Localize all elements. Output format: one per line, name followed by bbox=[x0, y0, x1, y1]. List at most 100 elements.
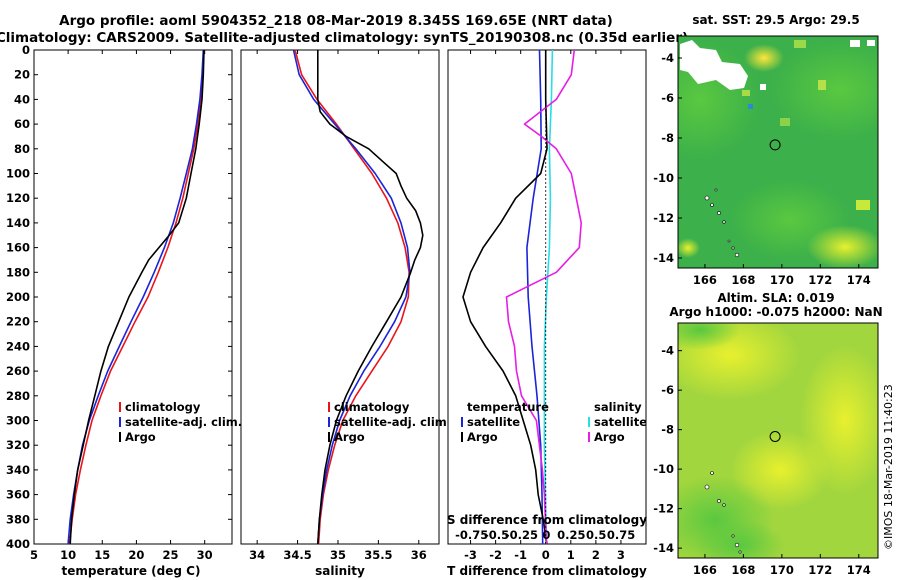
salinity-panel: 34 34.5 35 35.5 36 salinity climatology sate… bbox=[240, 49, 451, 578]
depth-tick-label: 300 bbox=[6, 414, 30, 428]
depth-tick-label: 400 bbox=[6, 537, 30, 551]
depth-tick-label: 100 bbox=[6, 167, 30, 181]
lon-tick-label: 172 bbox=[808, 273, 832, 287]
x-tick-label: 20 bbox=[128, 548, 144, 562]
legend-label-t-satellite: satellite bbox=[467, 415, 520, 429]
salinity-series bbox=[292, 49, 424, 545]
legend-label-satellite: satellite-adj. clim. bbox=[125, 415, 242, 429]
x-tick-label: 34.5 bbox=[283, 548, 311, 562]
sla-map-subtitle: Argo h1000: -0.075 h2000: NaN bbox=[669, 305, 882, 319]
sla-map-axes: 166 168 170 172 174 -4 -6 -8 -10 -12 -14 bbox=[653, 344, 871, 577]
legend-label-climatology: climatology bbox=[334, 400, 410, 414]
x-tick-label: 35.5 bbox=[364, 548, 392, 562]
s-diff-tick-label: 0.75 bbox=[607, 528, 635, 542]
x-tick-label: -3 bbox=[464, 548, 477, 562]
salinity-xlabel: salinity bbox=[315, 564, 365, 578]
legend-title-temperature: temperature bbox=[467, 400, 549, 414]
temperature-legend: climatology satellite-adj. clim. Argo bbox=[119, 400, 242, 444]
series-line-temperature-argo bbox=[462, 50, 548, 545]
x-tick-label: 36 bbox=[411, 548, 427, 562]
lat-tick-label: -8 bbox=[661, 423, 674, 437]
legend-label-argo: Argo bbox=[125, 430, 156, 444]
lon-tick-label: 168 bbox=[731, 563, 755, 577]
x-tick-label: 35 bbox=[330, 548, 346, 562]
lat-tick-label: -10 bbox=[653, 462, 674, 476]
sst-map-frame bbox=[677, 35, 879, 269]
depth-tick-label: 360 bbox=[6, 488, 30, 502]
lat-tick-label: -4 bbox=[661, 51, 674, 65]
lat-tick-label: -6 bbox=[661, 91, 674, 105]
temperature-series bbox=[67, 49, 205, 545]
lat-tick-label: -14 bbox=[653, 251, 674, 265]
lat-tick-label: -8 bbox=[661, 131, 674, 145]
sst-map: sat. SST: 29.5 Argo: 29.5 166 168 170 172 17… bbox=[653, 13, 879, 287]
sst-argo-position-marker bbox=[769, 139, 781, 151]
sla-map-frame bbox=[677, 322, 879, 559]
legend-label-s-satellite: satellite bbox=[594, 415, 647, 429]
lat-tick-label: -12 bbox=[653, 502, 674, 516]
legend-label-climatology: climatology bbox=[125, 400, 201, 414]
x-tick-label: 0 bbox=[542, 548, 550, 562]
legend-label-s-argo: Argo bbox=[594, 430, 625, 444]
lat-tick-label: -10 bbox=[653, 171, 674, 185]
sla-islands bbox=[704, 471, 742, 554]
s-difference-scale: -0.75-0.5-0.25 0 0.25 0.5 0.75 bbox=[455, 528, 635, 542]
series-line-salinity-satellite bbox=[543, 49, 554, 545]
difference-series bbox=[462, 49, 583, 545]
lat-tick-label: -4 bbox=[661, 344, 674, 358]
depth-tick-label: 260 bbox=[6, 364, 30, 378]
temperature-xlabel: temperature (deg C) bbox=[62, 564, 201, 578]
depth-tick-label: 320 bbox=[6, 438, 30, 452]
sst-islands bbox=[704, 188, 740, 258]
salinity-legend: climatology satellite-adj. clim. Argo bbox=[328, 400, 451, 444]
x-tick-label: 3 bbox=[617, 548, 625, 562]
t-difference-xlabel: T difference from climatology bbox=[447, 564, 647, 578]
depth-tick-label: 200 bbox=[6, 290, 30, 304]
x-tick-label: 2 bbox=[592, 548, 600, 562]
x-tick-label: 10 bbox=[60, 548, 76, 562]
s-diff-tick-label: -0.75 bbox=[455, 528, 488, 542]
title-line-1: Argo profile: aoml 5904352_218 08-Mar-20… bbox=[59, 13, 613, 29]
depth-tick-label: 180 bbox=[6, 265, 30, 279]
s-diff-tick-label: 0.5 bbox=[586, 528, 606, 542]
sla-map-title: Altim. SLA: 0.019 bbox=[717, 291, 834, 305]
lon-tick-label: 166 bbox=[693, 273, 717, 287]
depth-tick-label: 120 bbox=[6, 191, 30, 205]
series-line-argo bbox=[316, 50, 424, 545]
difference-panel: -3 -2 -1 0 1 2 3 T difference from climatology… bbox=[447, 49, 647, 578]
title-line-2: Climatology: CARS2009. Satellite-adjuste… bbox=[0, 30, 688, 46]
lat-tick-label: -12 bbox=[653, 211, 674, 225]
lat-tick-label: -14 bbox=[653, 541, 674, 555]
depth-tick-label: 0 bbox=[22, 43, 30, 57]
depth-tick-label: 140 bbox=[6, 216, 30, 230]
lon-tick-label: 172 bbox=[808, 563, 832, 577]
depth-tick-label: 160 bbox=[6, 241, 30, 255]
imos-credit: ©IMOS 18-Mar-2019 11:40:23 bbox=[882, 384, 895, 550]
depth-tick-label: 340 bbox=[6, 463, 30, 477]
x-tick-label: 5 bbox=[30, 548, 38, 562]
temperature-panel: 0204060801001201401601802002202402602803… bbox=[6, 43, 646, 578]
sla-map: Altim. SLA: 0.019 Argo h1000: -0.075 h20… bbox=[653, 291, 882, 577]
difference-legend-right: salinity satellite Argo bbox=[588, 400, 647, 444]
lat-tick-label: -6 bbox=[661, 383, 674, 397]
x-tick-label: -2 bbox=[489, 548, 502, 562]
series-line-climatology bbox=[68, 49, 205, 545]
x-tick-label: -1 bbox=[514, 548, 527, 562]
lon-tick-label: 170 bbox=[770, 273, 794, 287]
x-tick-label: 1 bbox=[567, 548, 575, 562]
salinity-axes bbox=[240, 49, 440, 545]
depth-tick-label: 380 bbox=[6, 512, 30, 526]
difference-legend-left: temperature satellite Argo bbox=[461, 400, 549, 444]
depth-tick-label: 280 bbox=[6, 389, 30, 403]
temperature-x-axis: 5 10 15 20 25 30 bbox=[30, 50, 213, 562]
s-diff-tick-label: -0.5 bbox=[484, 528, 509, 542]
s-difference-label: S difference from climatology bbox=[447, 513, 647, 527]
lon-tick-label: 166 bbox=[693, 563, 717, 577]
series-line-salinity-argo bbox=[505, 49, 583, 545]
s-diff-tick-label: 0 bbox=[542, 528, 550, 542]
lon-tick-label: 168 bbox=[731, 273, 755, 287]
depth-tick-label: 80 bbox=[14, 142, 30, 156]
sst-field bbox=[678, 36, 878, 268]
legend-title-salinity: salinity bbox=[594, 400, 642, 414]
